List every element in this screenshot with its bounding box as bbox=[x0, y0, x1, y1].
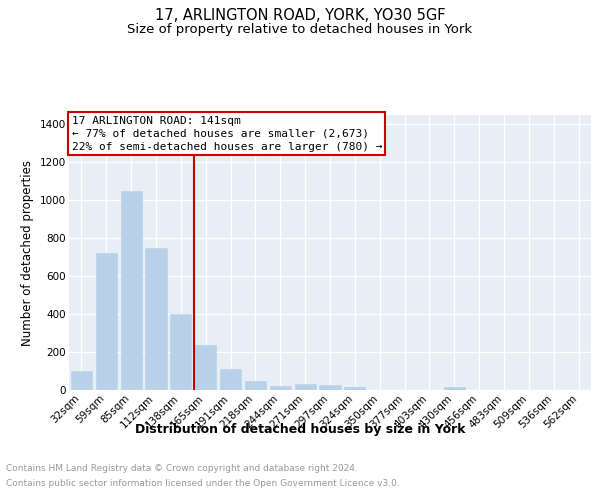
Text: Size of property relative to detached houses in York: Size of property relative to detached ho… bbox=[127, 22, 473, 36]
Bar bbox=[220, 369, 241, 390]
Bar bbox=[170, 314, 191, 390]
Text: Distribution of detached houses by size in York: Distribution of detached houses by size … bbox=[135, 422, 465, 436]
Bar bbox=[295, 384, 316, 390]
Bar bbox=[319, 386, 341, 390]
Text: Contains public sector information licensed under the Open Government Licence v3: Contains public sector information licen… bbox=[6, 479, 400, 488]
Bar bbox=[71, 371, 92, 390]
Text: Contains HM Land Registry data © Crown copyright and database right 2024.: Contains HM Land Registry data © Crown c… bbox=[6, 464, 358, 473]
Text: 17 ARLINGTON ROAD: 141sqm
← 77% of detached houses are smaller (2,673)
22% of se: 17 ARLINGTON ROAD: 141sqm ← 77% of detac… bbox=[71, 116, 382, 152]
Bar bbox=[145, 248, 167, 390]
Bar bbox=[195, 346, 216, 390]
Bar bbox=[344, 387, 365, 390]
Y-axis label: Number of detached properties: Number of detached properties bbox=[22, 160, 34, 346]
Bar bbox=[245, 380, 266, 390]
Bar bbox=[270, 386, 291, 390]
Text: 17, ARLINGTON ROAD, YORK, YO30 5GF: 17, ARLINGTON ROAD, YORK, YO30 5GF bbox=[155, 8, 445, 22]
Bar bbox=[96, 252, 117, 390]
Bar bbox=[444, 387, 465, 390]
Bar bbox=[121, 191, 142, 390]
